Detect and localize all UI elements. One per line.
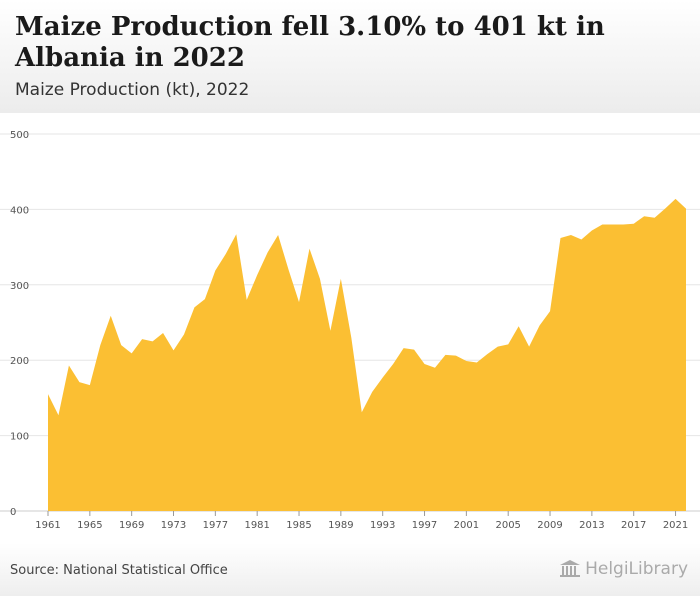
area-chart: 0 100 200 300 400 500 1961 1965 1969 1973 1977 198… bbox=[0, 130, 700, 531]
maize-production-area bbox=[48, 198, 686, 511]
x-tick-label: 1997 bbox=[412, 520, 437, 531]
area-layer bbox=[48, 198, 686, 511]
chart-subtitle: Maize Production (kt), 2022 bbox=[15, 80, 250, 100]
helgi-library-logo: HelgiLibrary bbox=[559, 559, 688, 579]
y-tick-label: 500 bbox=[10, 130, 29, 141]
x-tick-label: 1993 bbox=[370, 520, 395, 531]
x-tick-label: 1973 bbox=[161, 520, 186, 531]
x-tick-label: 2013 bbox=[579, 520, 604, 531]
x-tick-label: 1969 bbox=[119, 520, 144, 531]
y-tick-label: 300 bbox=[10, 281, 29, 292]
page-title: Maize Production fell 3.10% to 401 kt in… bbox=[15, 12, 605, 73]
x-tick-label: 1977 bbox=[203, 520, 228, 531]
chart-area: 0 100 200 300 400 500 1961 1965 1969 1973 1977 198… bbox=[0, 113, 700, 543]
x-tick-label: 1981 bbox=[244, 520, 269, 531]
x-tick-label: 1961 bbox=[35, 520, 60, 531]
y-tick-label: 200 bbox=[10, 356, 29, 367]
x-tick-label: 1965 bbox=[77, 520, 102, 531]
y-tick-label: 100 bbox=[10, 432, 29, 443]
x-axis-ticks: 1961 1965 1969 1973 1977 1981 1985 1989 1993 1997… bbox=[35, 511, 688, 531]
header: Maize Production fell 3.10% to 401 kt in… bbox=[0, 0, 700, 113]
footer: Source: National Statistical Office Helg… bbox=[0, 543, 700, 596]
x-tick-label: 2001 bbox=[454, 520, 479, 531]
x-tick-label: 2009 bbox=[537, 520, 562, 531]
logo-text: HelgiLibrary bbox=[585, 559, 688, 579]
x-tick-label: 1989 bbox=[328, 520, 353, 531]
y-tick-label: 0 bbox=[10, 507, 16, 518]
x-tick-label: 1985 bbox=[286, 520, 311, 531]
x-tick-label: 2017 bbox=[621, 520, 646, 531]
y-axis-ticks: 0 100 200 300 400 500 bbox=[10, 130, 29, 518]
library-building-icon bbox=[560, 560, 581, 577]
y-tick-label: 400 bbox=[10, 205, 29, 216]
x-tick-label: 2021 bbox=[663, 520, 688, 531]
source-note: Source: National Statistical Office bbox=[10, 563, 228, 578]
x-tick-label: 2005 bbox=[495, 520, 520, 531]
